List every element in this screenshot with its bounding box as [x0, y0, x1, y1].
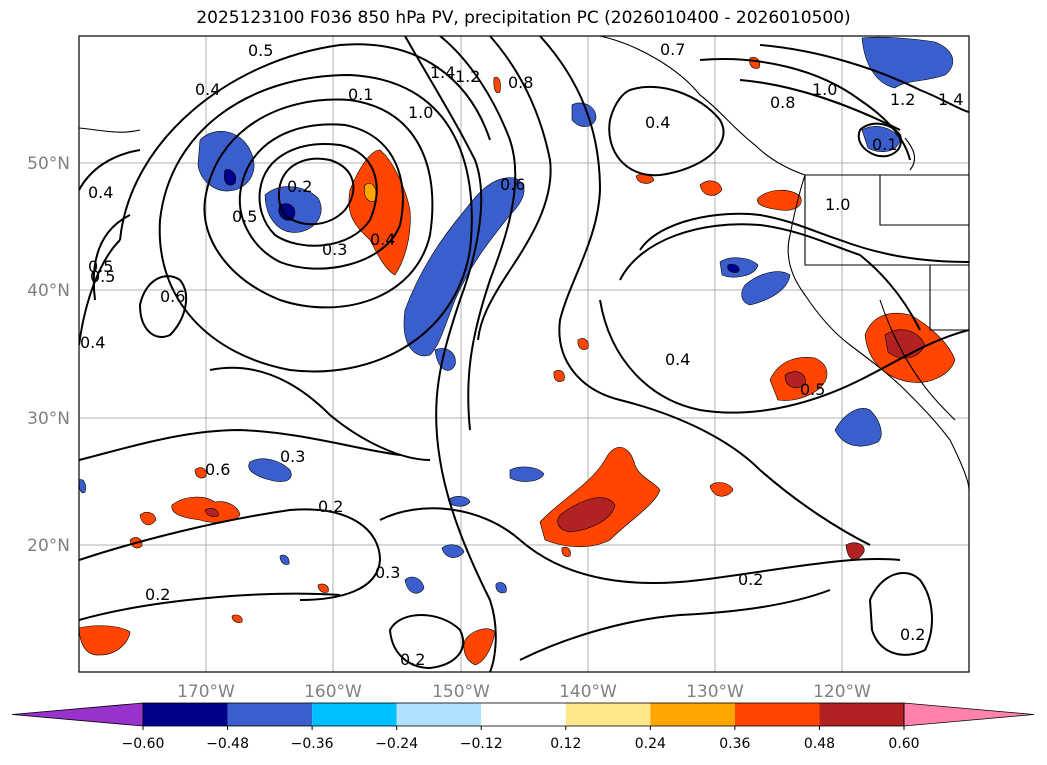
contour-label: 0.2: [145, 585, 170, 604]
colorbar-segment: [481, 703, 566, 726]
contour-label: 0.3: [375, 563, 400, 582]
colorbar-tick-label: −0.36: [291, 736, 334, 752]
colorbar-segment: [227, 703, 313, 726]
colorbar-segment: [819, 703, 904, 726]
contour-label: 0.4: [370, 230, 395, 249]
colorbar-segment: [650, 703, 735, 726]
lon-label: 170°W: [177, 682, 235, 702]
contour-label: 0.2: [738, 570, 763, 589]
colorbar-tick-label: 0.60: [888, 736, 919, 752]
colorbar-segment: [565, 703, 651, 726]
colorbar-extend-high: [903, 702, 1035, 727]
longitude-labels: 170°W 160°W 150°W 140°W 130°W 120°W: [177, 682, 871, 702]
contour-label: 1.0: [812, 80, 837, 99]
contour-label: 0.8: [770, 93, 795, 112]
contour-label: 1.0: [825, 195, 850, 214]
lon-label: 130°W: [686, 682, 744, 702]
contour-label: 0.4: [645, 113, 670, 132]
contour-label: 0.2: [900, 625, 925, 644]
contour-label: 1.4: [938, 90, 963, 109]
lat-label: 20°N: [27, 536, 70, 556]
contour-label: 0.5: [90, 267, 115, 286]
contour-label: 1.4: [430, 63, 455, 82]
contour-label: 0.1: [348, 85, 373, 104]
lat-label: 40°N: [27, 281, 70, 301]
contour-labels: 0.5 0.4 0.4 0.5 0.6 0.4 0.2 0.5 0.3 0.4 …: [80, 40, 963, 669]
colorbar-border: [142, 702, 905, 727]
contour-label: 0.1: [872, 135, 897, 154]
pv-contours: [79, 36, 969, 672]
colorbar-tick-label: 0.12: [550, 736, 581, 752]
contour-label: 1.0: [408, 103, 433, 122]
graticule: [79, 36, 969, 672]
colorbar-tick-label: 0.48: [804, 736, 835, 752]
contour-label: 0.2: [287, 177, 312, 196]
contour-label: 0.3: [280, 447, 305, 466]
contour-label: 0.5: [800, 380, 825, 399]
colorbar-tick-label: 0.36: [719, 736, 750, 752]
contour-label: 0.5: [248, 41, 273, 60]
colorbar-segment: [734, 703, 820, 726]
contour-label: 0.6: [160, 287, 185, 306]
lon-label: 120°W: [813, 682, 871, 702]
lon-label: 150°W: [432, 682, 490, 702]
latitude-labels: 50°N 40°N 30°N 20°N: [27, 154, 70, 556]
contour-label: 0.4: [665, 350, 690, 369]
colorbar: −0.60 −0.48 −0.36 −0.24 −0.12 0.12 0.24 0.36 0.4…: [11, 702, 1035, 752]
contour-label: 0.4: [195, 80, 220, 99]
colorbar-tick-label: 0.24: [635, 736, 666, 752]
contour-label: 0.8: [508, 73, 533, 92]
contour-label: 0.6: [205, 460, 230, 479]
colorbar-tick-label: −0.12: [460, 736, 503, 752]
contour-label: 1.2: [455, 67, 480, 86]
contour-label: 0.4: [80, 333, 105, 352]
map-frame: [78, 35, 970, 673]
contour-label: 0.6: [500, 175, 525, 194]
contour-label: 0.5: [88, 257, 113, 276]
colorbar-segment: [396, 703, 482, 726]
contour-label: 0.2: [400, 650, 425, 669]
contour-label: 0.4: [88, 183, 113, 202]
lon-label: 140°W: [559, 682, 617, 702]
lat-label: 50°N: [27, 154, 70, 174]
contour-label: 0.2: [318, 497, 343, 516]
contour-label: 0.3: [322, 240, 347, 259]
colorbar-segment: [312, 703, 397, 726]
lat-label: 30°N: [27, 409, 70, 429]
contour-label: 0.5: [232, 207, 257, 226]
coastlines: [79, 36, 969, 491]
colorbar-tick-label: −0.24: [375, 736, 418, 752]
contour-label: 1.2: [890, 90, 915, 109]
colorbar-segment: [143, 703, 228, 726]
positive-anomalies: [79, 56, 956, 666]
lon-label: 160°W: [304, 682, 362, 702]
map-title: 2025123100 F036 850 hPa PV, precipitatio…: [196, 8, 851, 28]
colorbar-tick-label: −0.48: [206, 736, 249, 752]
colorbar-extend-low: [11, 702, 144, 727]
map-plot-area: [79, 36, 969, 672]
colorbar-tick-label: −0.60: [122, 736, 165, 752]
contour-label: 0.7: [660, 40, 685, 59]
